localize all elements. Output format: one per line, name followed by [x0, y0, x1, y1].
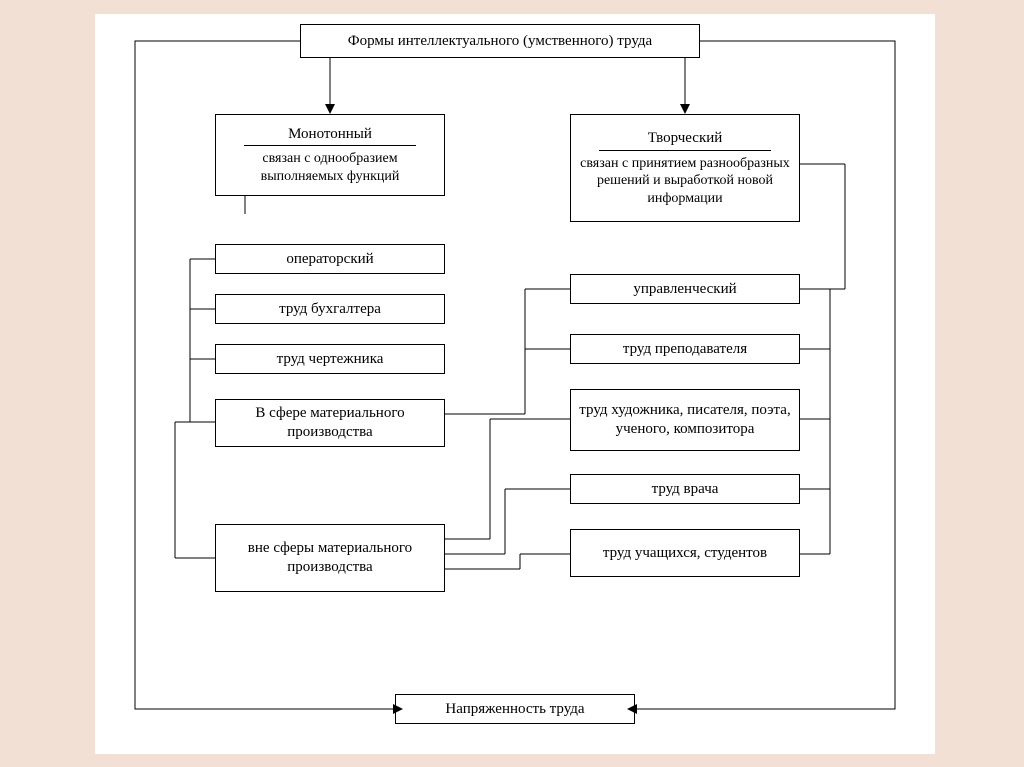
node-r1-text: управленческий	[633, 280, 736, 299]
node-l5-text: вне сферы материального производства	[222, 539, 438, 577]
node-l3-text: труд чертежника	[277, 350, 384, 369]
node-r5: труд учащихся, студентов	[570, 529, 800, 577]
node-r3: труд художника, писателя, поэта, ученого…	[570, 389, 800, 451]
diagram-canvas: Формы интеллектуального (умственного) тр…	[95, 14, 935, 754]
node-left-main-title: Монотонный	[244, 125, 417, 147]
node-right-main-sub: связан с принятием разнообразных решений…	[577, 155, 793, 208]
node-l3: труд чертежника	[215, 344, 445, 374]
node-bottom-text: Напряженность труда	[445, 700, 584, 719]
node-r4-text: труд врача	[652, 480, 719, 499]
node-l4-text: В сфере материального производства	[222, 404, 438, 442]
node-l4: В сфере материального производства	[215, 399, 445, 447]
node-right-main-title: Творческий	[599, 129, 772, 151]
node-r3-text: труд художника, писателя, поэта, ученого…	[577, 401, 793, 439]
node-l2: труд бухгалтера	[215, 294, 445, 324]
node-l1-text: операторский	[286, 250, 373, 269]
node-right-main: Творческий связан с принятием разнообраз…	[570, 114, 800, 222]
node-r2: труд преподавателя	[570, 334, 800, 364]
node-root-text: Формы интеллектуального (умственного) тр…	[348, 32, 652, 51]
node-r2-text: труд преподавателя	[623, 340, 747, 359]
node-l1: операторский	[215, 244, 445, 274]
node-r1: управленческий	[570, 274, 800, 304]
node-l5: вне сферы материального производства	[215, 524, 445, 592]
node-root: Формы интеллектуального (умственного) тр…	[300, 24, 700, 58]
node-r4: труд врача	[570, 474, 800, 504]
node-bottom: Напряженность труда	[395, 694, 635, 724]
node-left-main: Монотонный связан с однообразием выполня…	[215, 114, 445, 196]
node-left-main-sub: связан с однообразием выполняемых функци…	[222, 150, 438, 185]
node-r5-text: труд учащихся, студентов	[603, 544, 767, 563]
node-l2-text: труд бухгалтера	[279, 300, 381, 319]
